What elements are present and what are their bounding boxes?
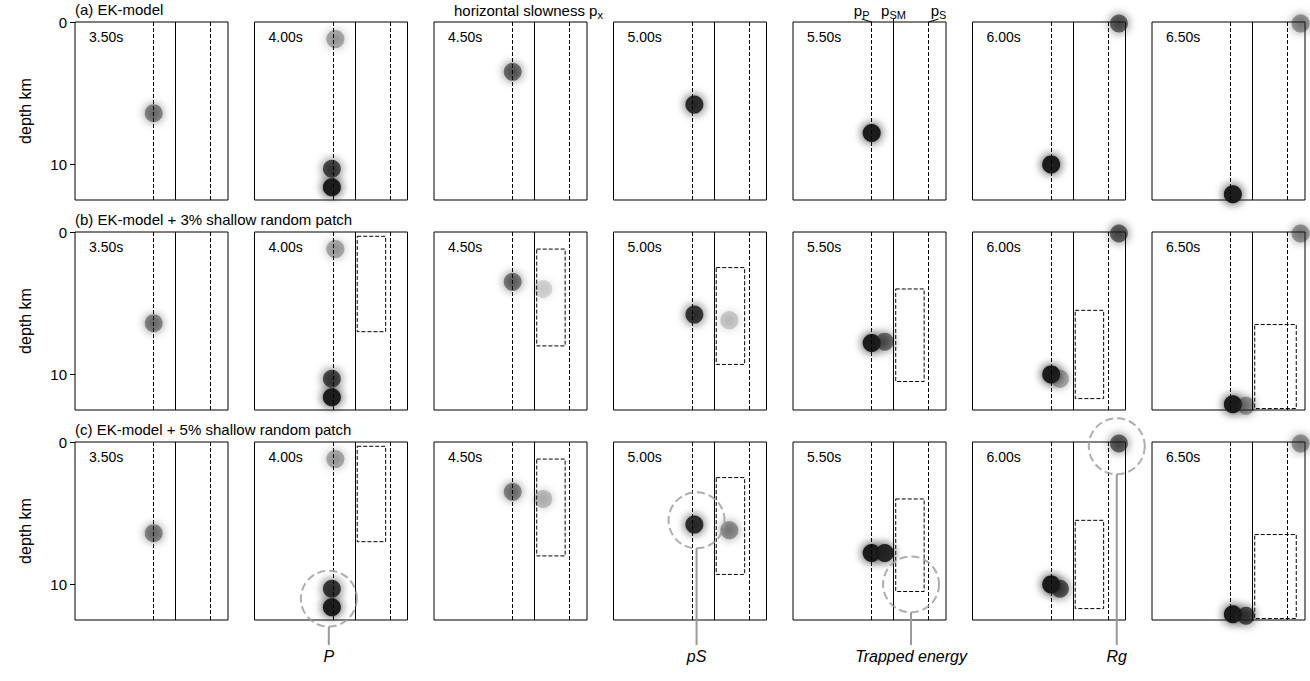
svg-text:6.50s: 6.50s — [1166, 449, 1200, 465]
svg-text:P: P — [323, 648, 334, 665]
svg-text:10: 10 — [50, 156, 67, 173]
svg-text:5.50s: 5.50s — [807, 29, 841, 45]
svg-text:depth km: depth km — [17, 78, 34, 144]
svg-text:10: 10 — [50, 366, 67, 383]
svg-text:5.00s: 5.00s — [628, 239, 662, 255]
svg-text:pS: pS — [686, 648, 707, 665]
svg-text:p: p — [854, 2, 862, 19]
svg-text:p: p — [931, 2, 939, 19]
svg-text:depth km: depth km — [17, 498, 34, 564]
svg-text:0: 0 — [59, 14, 67, 31]
svg-text:Rg: Rg — [1107, 648, 1128, 665]
svg-text:Trapped energy: Trapped energy — [855, 648, 968, 665]
svg-text:SM: SM — [889, 9, 906, 21]
svg-text:4.00s: 4.00s — [269, 239, 303, 255]
svg-text:6.50s: 6.50s — [1166, 239, 1200, 255]
svg-text:4.00s: 4.00s — [269, 449, 303, 465]
svg-text:x: x — [597, 9, 603, 21]
svg-text:0: 0 — [59, 434, 67, 451]
svg-text:(a) EK-model: (a) EK-model — [75, 1, 163, 18]
svg-text:10: 10 — [50, 576, 67, 593]
svg-text:0: 0 — [59, 224, 67, 241]
svg-text:3.50s: 3.50s — [89, 239, 123, 255]
svg-text:4.50s: 4.50s — [448, 29, 482, 45]
svg-text:5.00s: 5.00s — [628, 29, 662, 45]
svg-text:(c) EK-model + 5% shallow rand: (c) EK-model + 5% shallow random patch — [75, 421, 351, 438]
svg-text:6.50s: 6.50s — [1166, 29, 1200, 45]
svg-text:(b) EK-model + 3% shallow rand: (b) EK-model + 3% shallow random patch — [75, 211, 352, 228]
svg-text:6.00s: 6.00s — [987, 449, 1021, 465]
svg-text:4.00s: 4.00s — [269, 29, 303, 45]
svg-text:4.50s: 4.50s — [448, 239, 482, 255]
svg-text:P: P — [862, 9, 869, 21]
svg-text:5.00s: 5.00s — [628, 449, 662, 465]
svg-text:5.50s: 5.50s — [807, 449, 841, 465]
svg-text:5.50s: 5.50s — [807, 239, 841, 255]
svg-text:depth km: depth km — [17, 288, 34, 354]
svg-text:S: S — [939, 9, 946, 21]
svg-text:6.00s: 6.00s — [987, 239, 1021, 255]
svg-text:4.50s: 4.50s — [448, 449, 482, 465]
svg-text:p: p — [881, 2, 889, 19]
svg-text:horizontal slowness p: horizontal slowness p — [454, 2, 597, 19]
svg-text:3.50s: 3.50s — [89, 29, 123, 45]
svg-text:6.00s: 6.00s — [987, 29, 1021, 45]
svg-text:3.50s: 3.50s — [89, 449, 123, 465]
